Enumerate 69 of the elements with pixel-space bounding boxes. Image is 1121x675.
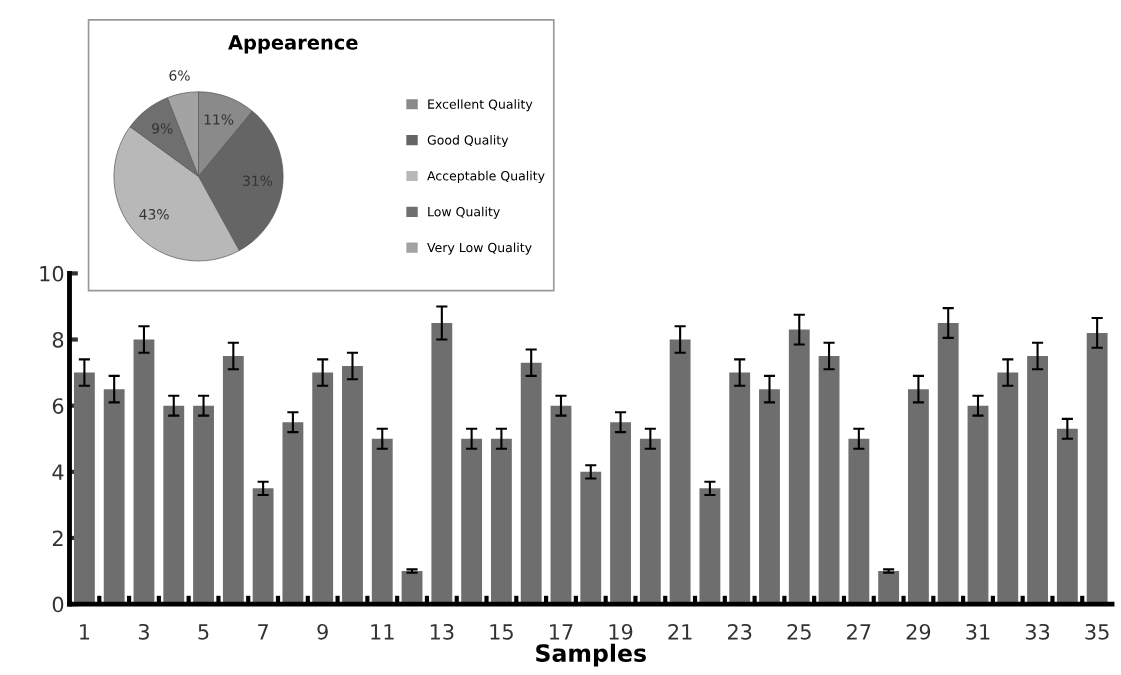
data-label: 11% — [204, 114, 234, 125]
bar — [401, 571, 423, 605]
bar — [163, 405, 185, 605]
x-axis-title: Samples — [536, 643, 646, 667]
legend-label: Excellent Quality — [428, 99, 533, 112]
bar — [282, 422, 304, 605]
data-label: 6% — [169, 70, 190, 81]
bar — [788, 329, 810, 605]
x-tick-label: 25 — [787, 623, 811, 640]
bar — [639, 438, 661, 605]
bar — [610, 422, 631, 605]
y-tick-label: 0 — [52, 596, 64, 613]
bar — [1056, 428, 1078, 605]
bar — [1086, 332, 1108, 605]
bar — [848, 438, 870, 605]
x-tick-label: 9 — [317, 623, 328, 640]
x-tick-label: 21 — [668, 623, 692, 640]
bar — [461, 438, 483, 605]
bar — [550, 405, 572, 605]
bar — [907, 389, 929, 605]
x-tick-label: 23 — [727, 623, 752, 640]
legend-label: Very Low Quality — [427, 242, 532, 255]
y-tick-label: 6 — [52, 398, 64, 414]
bar — [431, 322, 453, 605]
bar — [1027, 356, 1048, 605]
x-tick-label: 3 — [138, 623, 149, 640]
x-tick-label: 31 — [966, 623, 990, 640]
x-tick-label: 29 — [906, 623, 931, 640]
legend-label: Good Quality — [427, 135, 509, 148]
x-tick-label: 35 — [1085, 623, 1109, 640]
bar — [878, 571, 900, 605]
bar — [580, 471, 602, 605]
bar — [312, 372, 334, 605]
legend-label: Low Quality — [428, 206, 500, 219]
bar — [252, 488, 274, 605]
bar — [759, 389, 780, 605]
bar — [818, 356, 840, 605]
bar — [193, 405, 214, 605]
bar — [103, 389, 125, 605]
x-tick-label: 13 — [430, 623, 454, 640]
x-tick-label: 27 — [847, 623, 871, 640]
bar — [520, 362, 542, 605]
bar — [729, 372, 751, 605]
bar — [669, 339, 691, 605]
bar — [133, 339, 155, 605]
bar — [997, 372, 1019, 605]
x-tick-label: 5 — [198, 624, 209, 640]
bar — [222, 356, 244, 605]
x-tick-label: 33 — [1025, 623, 1050, 640]
bar — [699, 488, 721, 605]
data-label: 9% — [152, 123, 173, 134]
bar — [937, 322, 959, 605]
data-label: 43% — [139, 209, 169, 220]
y-tick-label: 10 — [40, 265, 64, 282]
y-tick-label: 4 — [52, 464, 64, 480]
y-tick-label: 2 — [52, 530, 63, 546]
x-tick-label: 15 — [490, 624, 513, 640]
x-tick-label: 7 — [258, 624, 268, 640]
x-tick-label: 1 — [80, 624, 90, 640]
bar — [490, 438, 512, 605]
x-tick-label: 17 — [550, 624, 573, 640]
chart-title: Appearence — [228, 35, 358, 54]
x-tick-label: 11 — [371, 624, 394, 640]
legend-label: Acceptable Quality — [427, 170, 545, 183]
bar — [342, 365, 363, 605]
bar — [967, 405, 989, 605]
bar — [371, 438, 393, 605]
y-tick-label: 8 — [52, 331, 64, 348]
x-tick-label: 19 — [609, 623, 633, 640]
